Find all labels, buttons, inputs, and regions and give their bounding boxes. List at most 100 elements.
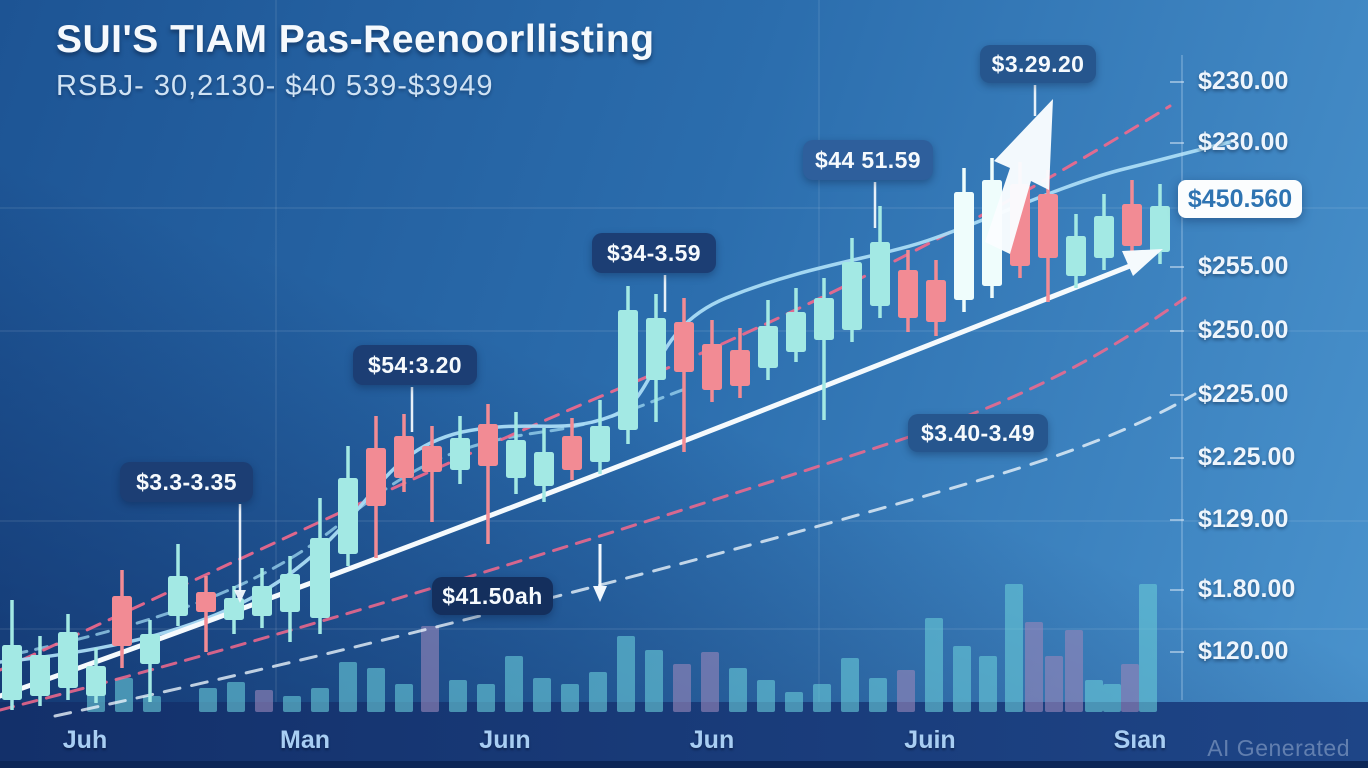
- subtitle: RSBJ- 30,2130- $40 539-$3949: [56, 70, 494, 102]
- volume-bar: [673, 664, 691, 712]
- current-price-badge: $450.560: [1178, 180, 1302, 218]
- candle-bearish: [1122, 204, 1142, 246]
- volume-bar: [897, 670, 915, 712]
- volume-bar: [1005, 584, 1023, 712]
- y-axis-label: $225.00: [1198, 380, 1289, 408]
- volume-bar: [729, 668, 747, 712]
- volume-bar: [367, 668, 385, 712]
- y-axis-label: $250.00: [1198, 316, 1289, 344]
- candle-bullish: [842, 262, 862, 330]
- ai-generated-watermark: AI Generated: [1207, 735, 1350, 761]
- x-axis-label: Jun: [689, 726, 735, 754]
- candle-bearish: [702, 344, 722, 390]
- candle-bullish: [954, 192, 974, 300]
- candle-bullish: [786, 312, 806, 352]
- candle-bullish: [168, 576, 188, 616]
- volume-bar: [617, 636, 635, 712]
- volume-bar: [477, 684, 495, 712]
- price-callout: $41.50ah: [432, 577, 553, 615]
- candle-bullish: [450, 438, 470, 470]
- candles: [2, 158, 1170, 710]
- volume-bar: [841, 658, 859, 712]
- trendline-arrowhead: [1122, 249, 1163, 276]
- volume-bar: [1085, 680, 1103, 712]
- x-axis-label: Juın: [479, 726, 531, 754]
- volume-bar: [813, 684, 831, 712]
- candle-wick: [486, 404, 490, 544]
- candle-bearish: [422, 446, 442, 472]
- volume-bar: [953, 646, 971, 712]
- x-axis-label: Juh: [62, 726, 108, 754]
- candle-bullish: [618, 310, 638, 430]
- volume-bar: [1121, 664, 1139, 712]
- candle-bullish: [590, 426, 610, 462]
- candle-wick: [204, 576, 208, 652]
- volume-bar: [505, 656, 523, 712]
- volume-bar: [1065, 630, 1083, 712]
- price-callout: $54:3.20: [353, 345, 477, 385]
- candle-bullish: [252, 586, 272, 616]
- candle-bearish: [674, 322, 694, 372]
- volume-bar: [979, 656, 997, 712]
- volume-bar: [925, 618, 943, 712]
- volume-bar: [421, 626, 439, 712]
- up-arrow-icon: [985, 99, 1053, 254]
- main-trendline: [0, 259, 1143, 699]
- candle-bearish: [730, 350, 750, 386]
- candle-bullish: [1094, 216, 1114, 258]
- volume-bar: [311, 688, 329, 712]
- gridline-horizontal: [0, 628, 1368, 630]
- candle-wick: [682, 298, 686, 452]
- candle-wick: [822, 278, 826, 420]
- candle-bearish: [1038, 194, 1058, 258]
- candle-bearish: [478, 424, 498, 466]
- volume-bar: [1139, 584, 1157, 712]
- volume-bar: [589, 672, 607, 712]
- candle-bullish: [1066, 236, 1086, 276]
- down-arrow-icon: [593, 586, 607, 602]
- header: SUI'S TIAM Pas-Reenoorllisting RSBJ- 30,…: [56, 18, 655, 103]
- volume-bar: [255, 690, 273, 712]
- candle-bullish: [870, 242, 890, 306]
- candle-bullish: [646, 318, 666, 380]
- x-axis-band: [0, 702, 1368, 768]
- x-axis-label: Man: [280, 726, 330, 754]
- candle-bullish: [2, 645, 22, 700]
- price-callout: $3.29.20: [980, 45, 1096, 83]
- candle-bearish: [562, 436, 582, 470]
- moving-average-line: [0, 140, 1232, 664]
- y-axis-label: $1.80.00: [1198, 575, 1296, 603]
- volume-bar: [1103, 684, 1121, 712]
- candle-bullish: [140, 634, 160, 664]
- candle-wick: [430, 426, 434, 522]
- candle-bearish: [196, 592, 216, 612]
- page-title: SUI'S TIAM Pas-Reenoorllisting: [56, 18, 655, 61]
- candle-bullish: [534, 452, 554, 486]
- volume-bar: [869, 678, 887, 712]
- volume-bar: [143, 696, 161, 712]
- y-axis-label: $2.25.00: [1198, 443, 1296, 471]
- volume-bar: [395, 684, 413, 712]
- gridline-horizontal: [0, 207, 1368, 209]
- volume-bars: [87, 584, 1157, 712]
- volume-bar: [283, 696, 301, 712]
- candle-bearish: [112, 596, 132, 646]
- volume-bar: [645, 650, 663, 712]
- x-axis-label: Juin: [904, 726, 956, 754]
- candle-bearish: [898, 270, 918, 318]
- candle-bullish: [224, 598, 244, 620]
- white-dashed-trend: [53, 392, 1197, 718]
- candle-bullish: [814, 298, 834, 340]
- candle-bullish: [506, 440, 526, 478]
- candle-bearish: [926, 280, 946, 322]
- volume-bar: [533, 678, 551, 712]
- candle-bullish: [280, 574, 300, 612]
- volume-bar: [199, 688, 217, 712]
- volume-bar: [1045, 656, 1063, 712]
- volume-bar: [339, 662, 357, 712]
- gridline-vertical: [275, 0, 277, 702]
- candle-bullish: [30, 655, 50, 696]
- pink-dashed-lower: [0, 296, 1187, 712]
